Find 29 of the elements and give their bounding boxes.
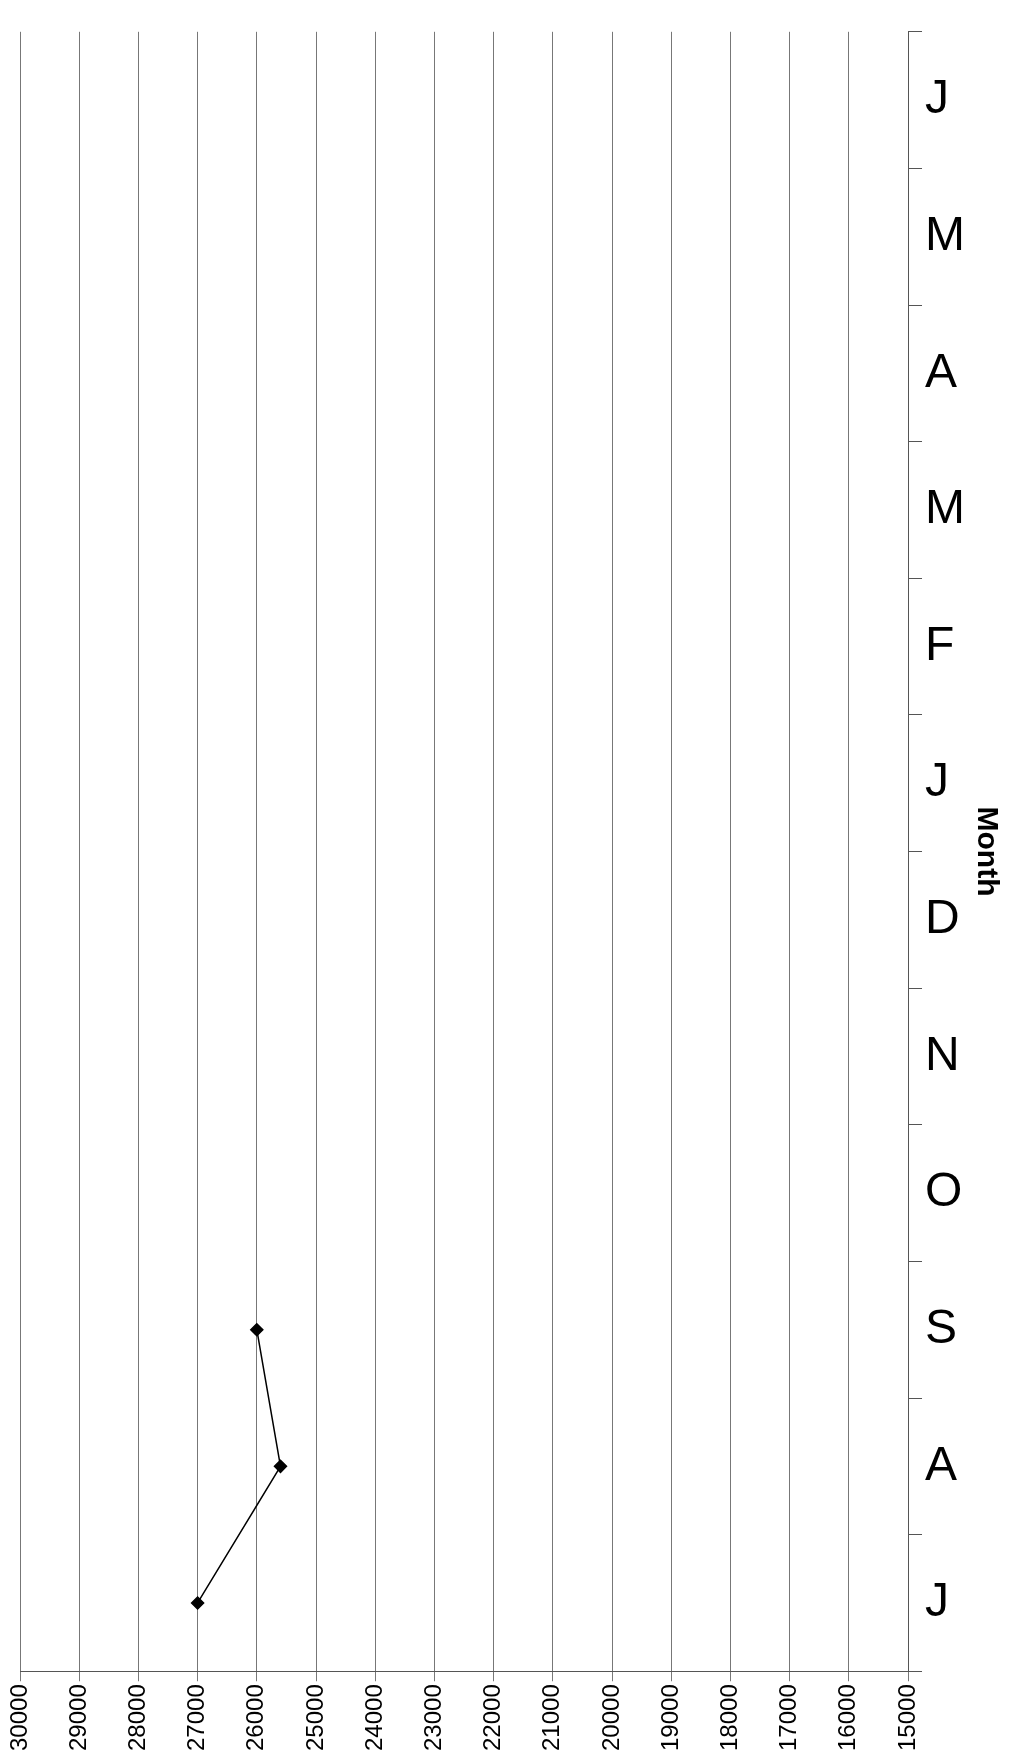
- x-tick-label: 23000: [419, 1684, 447, 1752]
- y-tick-label: A: [925, 343, 958, 397]
- x-tick-label: 26000: [241, 1684, 269, 1752]
- x-tick-label: 19000: [655, 1684, 683, 1752]
- x-tick-label: 22000: [478, 1684, 506, 1752]
- y-tick-label: F: [925, 616, 955, 670]
- x-tick-label: 16000: [833, 1684, 861, 1752]
- y-tick-label: A: [925, 1436, 958, 1490]
- y-tick-label: S: [925, 1299, 958, 1353]
- x-tick-label: 18000: [715, 1684, 743, 1752]
- y-tick-label: N: [925, 1026, 960, 1080]
- y-tick-label: M: [925, 480, 965, 534]
- y-tick-label: O: [925, 1163, 963, 1217]
- x-tick-label: 28000: [123, 1684, 151, 1752]
- x-tick-label: 21000: [537, 1684, 565, 1752]
- y-tick-label: J: [925, 1573, 950, 1627]
- x-tick-label: 25000: [300, 1684, 328, 1752]
- x-tick-label: 17000: [774, 1684, 802, 1752]
- x-tick-label: 27000: [182, 1684, 210, 1752]
- x-tick-label: 20000: [596, 1684, 624, 1752]
- y-axis-title: Month: [971, 806, 1005, 897]
- y-tick-label: D: [925, 890, 960, 944]
- x-tick-label: 29000: [63, 1684, 91, 1752]
- x-tick-label: 15000: [892, 1684, 920, 1752]
- x-tick-label: 30000: [4, 1684, 32, 1752]
- y-tick-label: J: [925, 70, 950, 124]
- y-tick-label: J: [925, 753, 950, 807]
- x-tick-label: 24000: [359, 1684, 387, 1752]
- y-tick-label: M: [925, 206, 965, 260]
